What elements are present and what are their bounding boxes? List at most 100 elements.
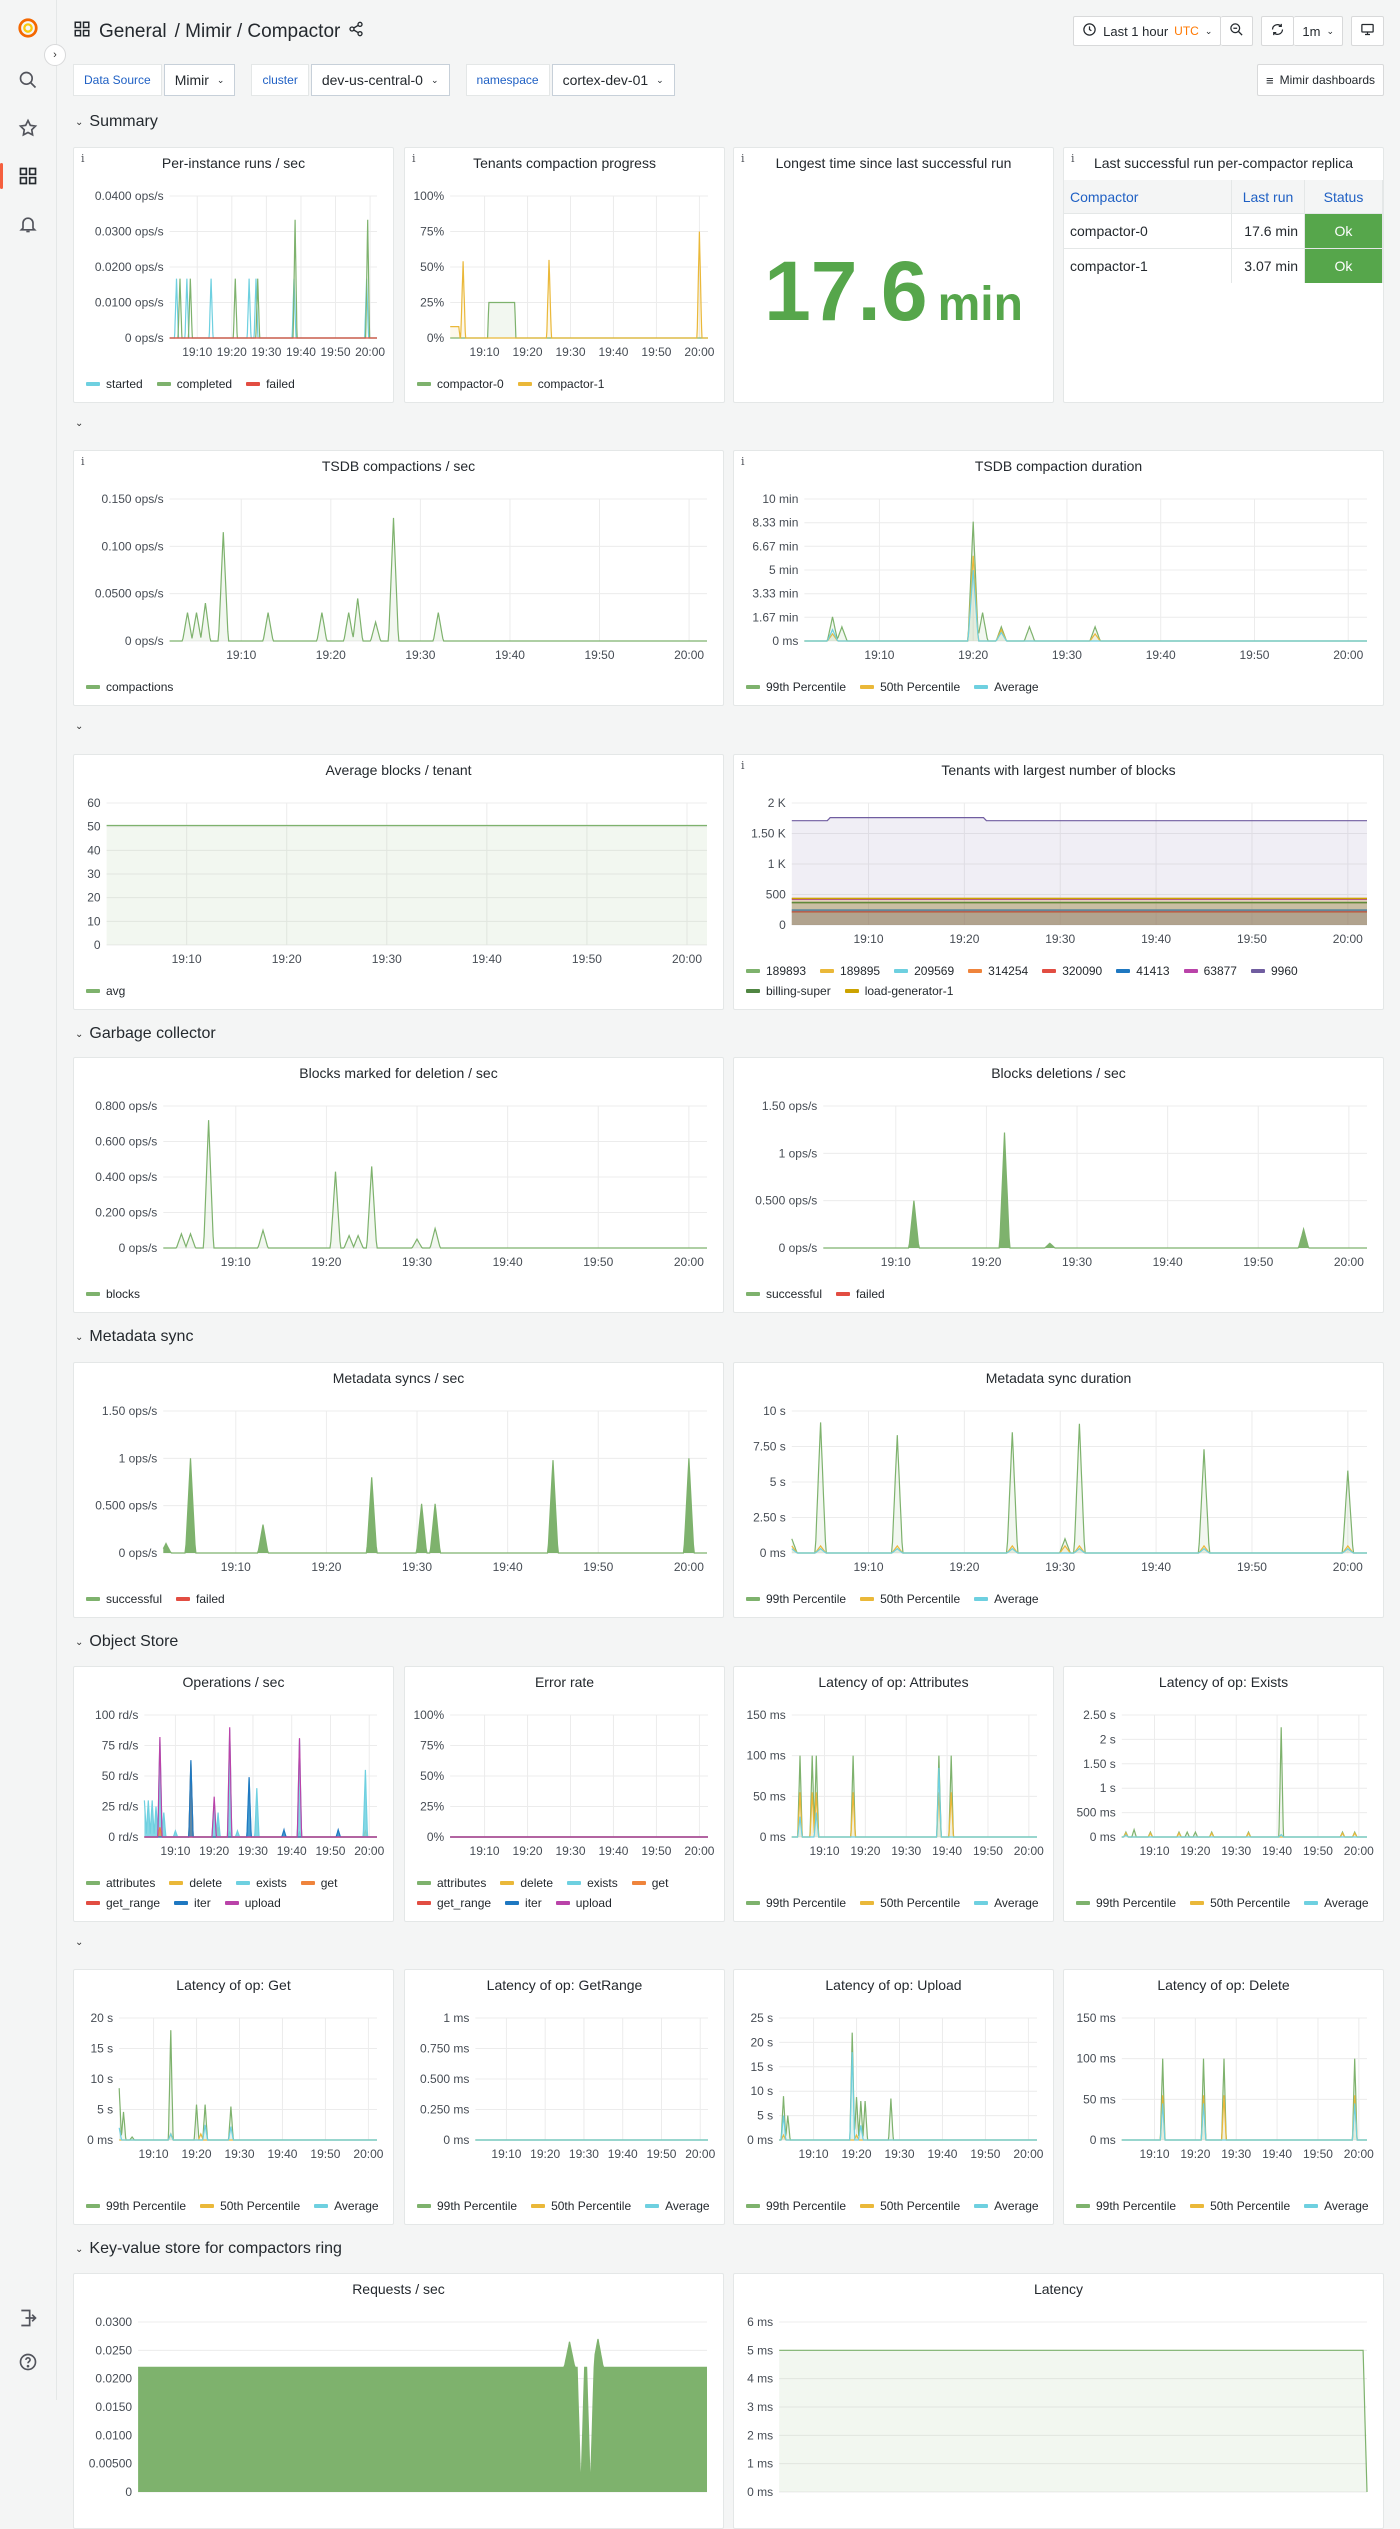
legend-item[interactable]: 50th Percentile (860, 1895, 960, 1911)
row-header[interactable]: ⌄ Object Store (75, 1633, 178, 1651)
time-picker-button[interactable]: Last 1 hour UTC ⌄ (1073, 16, 1222, 46)
legend-item[interactable]: compactions (86, 679, 173, 695)
legend-item[interactable]: 41413 (1116, 963, 1170, 979)
legend-item[interactable]: 50th Percentile (860, 1591, 960, 1607)
column-header[interactable]: Compactor (1064, 180, 1232, 214)
legend-item[interactable]: 314254 (968, 963, 1028, 979)
legend-item[interactable]: Average (1304, 2198, 1369, 2214)
info-icon[interactable]: i (741, 759, 745, 772)
legend-item[interactable]: compactor-1 (517, 376, 604, 392)
legend-item[interactable]: successful (86, 1591, 162, 1607)
legend-item[interactable]: attributes (417, 1875, 486, 1891)
panel-title[interactable]: Operations / sec (182, 1674, 285, 1690)
zoom-out-button[interactable] (1221, 16, 1254, 46)
panel-title[interactable]: Longest time since last successful run (775, 155, 1012, 171)
legend-item[interactable]: 99th Percentile (86, 2198, 186, 2214)
dashboard-title[interactable]: / Mimir / Compactor (174, 21, 341, 42)
panel-title[interactable]: Error rate (534, 1674, 595, 1690)
grafana-logo[interactable] (16, 16, 40, 40)
legend-item[interactable]: 99th Percentile (746, 1591, 846, 1607)
row-header[interactable]: ⌄ Summary (75, 113, 158, 131)
legend-item[interactable]: exists (567, 1875, 618, 1891)
legend-item[interactable]: upload (224, 1895, 281, 1911)
refresh-interval-picker[interactable]: 1m ⌄ (1294, 16, 1343, 46)
legend-item[interactable]: 99th Percentile (746, 679, 846, 695)
legend-item[interactable]: 320090 (1042, 963, 1102, 979)
panel-title[interactable]: Latency of op: Exists (1158, 1674, 1289, 1690)
panel-title[interactable]: Last successful run per-compactor replic… (1093, 155, 1354, 171)
info-icon[interactable]: i (741, 455, 745, 468)
panel-title[interactable]: Latency of op: Upload (825, 1977, 962, 1993)
legend-item[interactable]: billing-super (746, 983, 831, 999)
info-icon[interactable]: i (412, 152, 416, 165)
panel-title[interactable]: Latency of op: Delete (1157, 1977, 1290, 1993)
legend-item[interactable]: 50th Percentile (200, 2198, 300, 2214)
panel-title[interactable]: TSDB compaction duration (974, 458, 1143, 474)
legend-item[interactable]: Average (1304, 1895, 1369, 1911)
legend-item[interactable]: blocks (86, 1286, 140, 1302)
legend-item[interactable]: compactor-0 (417, 376, 504, 392)
legend-item[interactable]: Average (974, 2198, 1039, 2214)
legend-item[interactable]: 50th Percentile (1190, 2198, 1290, 2214)
legend-item[interactable]: 99th Percentile (417, 2198, 517, 2214)
panel-title[interactable]: Latency (1033, 2281, 1084, 2297)
legend-item[interactable]: iter (174, 1895, 211, 1911)
panel-title[interactable]: Blocks deletions / sec (991, 1065, 1126, 1081)
sign-in-icon[interactable] (16, 2306, 40, 2330)
legend-item[interactable]: Average (314, 2198, 379, 2214)
namespace-select[interactable]: cortex-dev-01 ⌄ (551, 64, 675, 96)
legend-item[interactable]: Average (974, 1591, 1039, 1607)
legend-item[interactable]: iter (505, 1895, 542, 1911)
legend-item[interactable]: 209569 (894, 963, 954, 979)
row-header[interactable]: ⌄ Garbage collector (75, 1025, 216, 1043)
legend-item[interactable]: 99th Percentile (1076, 1895, 1176, 1911)
legend-item[interactable]: Average (645, 2198, 710, 2214)
panel-title[interactable]: TSDB compactions / sec (321, 458, 476, 474)
search-icon[interactable] (16, 68, 40, 92)
legend-item[interactable]: avg (86, 983, 125, 999)
info-icon[interactable]: i (81, 455, 85, 468)
panel-title[interactable]: Metadata syncs / sec (332, 1370, 465, 1386)
legend-item[interactable]: get_range (417, 1895, 491, 1911)
panel-title[interactable]: Latency of op: Attributes (818, 1674, 969, 1690)
panel-title[interactable]: Tenants with largest number of blocks (941, 762, 1176, 778)
row-header[interactable]: ⌄ Key-value store for compactors ring (75, 2240, 342, 2258)
tv-mode-button[interactable] (1351, 16, 1384, 46)
legend-item[interactable]: get (631, 1875, 668, 1891)
legend-item[interactable]: upload (555, 1895, 612, 1911)
share-icon[interactable] (348, 21, 364, 43)
row-header[interactable]: ⌄ (75, 1937, 89, 1948)
row-header[interactable]: ⌄ (75, 418, 89, 429)
panel-title[interactable]: Per-instance runs / sec (161, 155, 306, 171)
cluster-select[interactable]: dev-us-central-0 ⌄ (310, 64, 450, 96)
refresh-button[interactable] (1261, 16, 1295, 46)
info-icon[interactable]: i (741, 152, 745, 165)
legend-item[interactable]: 99th Percentile (746, 2198, 846, 2214)
panel-title[interactable]: Average blocks / tenant (325, 762, 472, 778)
info-icon[interactable]: i (1071, 152, 1075, 165)
legend-item[interactable]: successful (746, 1286, 822, 1302)
help-icon[interactable] (16, 2350, 40, 2374)
legend-item[interactable]: exists (236, 1875, 287, 1891)
legend-item[interactable]: 99th Percentile (1076, 2198, 1176, 2214)
panel-title[interactable]: Latency of op: GetRange (486, 1977, 643, 1993)
legend-item[interactable]: completed (156, 376, 232, 392)
mimir-dashboards-button[interactable]: ≡ Mimir dashboards (1257, 64, 1384, 96)
panel-title[interactable]: Requests / sec (352, 2281, 445, 2297)
legend-item[interactable]: 50th Percentile (531, 2198, 631, 2214)
legend-item[interactable]: 50th Percentile (860, 679, 960, 695)
legend-item[interactable]: delete (500, 1875, 553, 1891)
panel-title[interactable]: Metadata sync duration (985, 1370, 1132, 1386)
dashboards-icon[interactable] (16, 164, 40, 188)
legend-item[interactable]: started (86, 376, 143, 392)
legend-item[interactable]: failed (836, 1286, 885, 1302)
bell-icon[interactable] (16, 212, 40, 236)
panel-title[interactable]: Latency of op: Get (176, 1977, 291, 1993)
expand-sidebar-button[interactable]: › (44, 44, 66, 66)
legend-item[interactable]: get (300, 1875, 337, 1891)
info-icon[interactable]: i (81, 152, 85, 165)
breadcrumb-folder[interactable]: General (99, 21, 167, 42)
legend-item[interactable]: load-generator-1 (844, 983, 953, 999)
column-header[interactable]: Last run (1231, 180, 1305, 214)
row-header[interactable]: ⌄ Metadata sync (75, 1328, 193, 1346)
